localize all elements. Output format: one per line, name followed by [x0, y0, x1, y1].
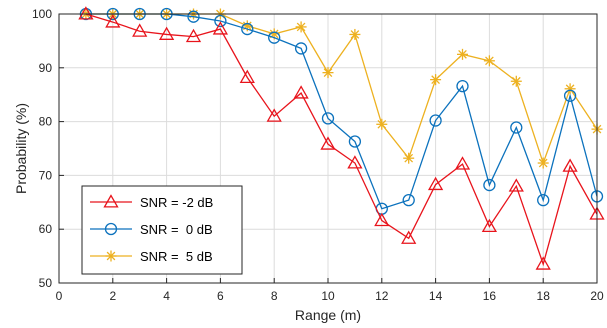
data-point	[320, 136, 336, 150]
data-point	[349, 28, 361, 40]
data-point	[347, 155, 363, 169]
x-tick-label: 2	[109, 289, 116, 303]
data-point	[403, 152, 415, 164]
legend-item: SNR = 0 dB	[90, 222, 213, 237]
y-tick-label: 50	[39, 276, 53, 290]
x-tick-label: 12	[375, 289, 389, 303]
data-point	[508, 178, 524, 192]
data-point	[537, 193, 550, 207]
data-point	[483, 178, 496, 192]
series-0	[78, 6, 605, 270]
data-point	[537, 157, 549, 169]
y-tick-label: 70	[39, 168, 53, 182]
data-point	[481, 218, 498, 233]
data-point	[510, 121, 523, 134]
data-point	[212, 21, 229, 35]
data-point	[457, 48, 468, 60]
legend-label: SNR = 0 dB	[140, 222, 213, 237]
data-point	[322, 67, 334, 79]
x-tick-label: 14	[429, 289, 443, 303]
x-tick-label: 20	[590, 289, 604, 303]
data-point	[454, 156, 471, 170]
y-tick-label: 80	[39, 115, 53, 129]
legend-label: SNR = -2 dB	[140, 195, 213, 210]
x-tick-label: 4	[163, 289, 170, 303]
data-point	[185, 28, 202, 43]
legend-marker	[104, 222, 118, 236]
legend-item: SNR = -2 dB	[90, 194, 213, 210]
data-point	[214, 14, 227, 28]
data-point	[535, 256, 551, 270]
data-point	[78, 6, 94, 20]
y-tick-label: 100	[32, 7, 52, 21]
series-1	[79, 7, 604, 215]
data-point	[158, 26, 175, 40]
data-point	[187, 10, 200, 23]
data-point	[266, 108, 282, 122]
data-point	[402, 193, 415, 207]
data-point	[456, 79, 469, 93]
data-point	[321, 112, 335, 125]
x-tick-label: 6	[217, 289, 224, 303]
y-tick-label: 90	[39, 61, 53, 75]
data-point	[483, 55, 495, 67]
data-point	[429, 114, 442, 127]
data-point	[374, 212, 390, 227]
data-point	[132, 23, 148, 37]
x-tick-label: 16	[483, 289, 497, 303]
x-axis-label: Range (m)	[295, 307, 361, 323]
y-tick-label: 60	[39, 222, 53, 236]
tick-labels: 0 2 4 6 8 10 12 14 16 18 20 50 60 70 80 90 100	[32, 7, 604, 303]
data-point	[510, 75, 522, 87]
y-axis-label: Probability (%)	[13, 103, 29, 194]
series-2	[80, 8, 603, 169]
legend-label: SNR = 5 dB	[140, 249, 213, 264]
data-point	[401, 230, 417, 244]
legend-item: SNR = 5 dB	[90, 249, 213, 264]
data-point	[293, 85, 309, 99]
data-point	[348, 135, 362, 148]
x-tick-label: 10	[321, 289, 335, 303]
x-tick-label: 18	[537, 289, 551, 303]
data-point	[268, 31, 281, 44]
data-point	[239, 69, 255, 84]
data-point	[562, 158, 578, 172]
legend-marker	[105, 250, 117, 262]
data-point	[105, 14, 121, 28]
data-point	[241, 22, 254, 36]
data-point	[563, 89, 577, 102]
series-line	[85, 13, 598, 210]
legend: SNR = -2 dB SNR = 0 dB SNR = 5 dB	[81, 185, 243, 275]
data-point	[430, 74, 442, 86]
legend-marker	[103, 194, 119, 208]
series-line	[85, 13, 598, 166]
x-tick-label: 8	[271, 289, 278, 303]
data-point	[376, 118, 388, 130]
data-point	[427, 176, 444, 191]
x-tick-label: 0	[56, 289, 63, 303]
data-point	[294, 42, 308, 55]
data-point	[295, 21, 307, 33]
